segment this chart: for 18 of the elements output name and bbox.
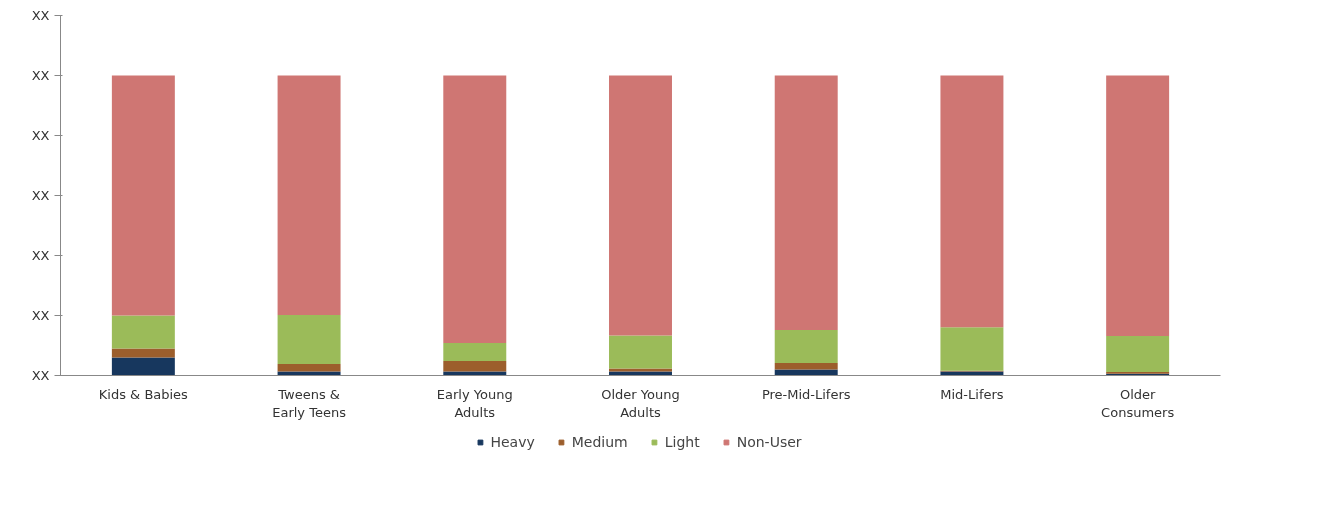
- text: XX: [31, 8, 50, 23]
- legend-label: Heavy: [490, 434, 535, 450]
- text: XX: [31, 188, 50, 203]
- x-tick-label: Mid-Lifers: [940, 386, 1004, 402]
- x-tick-label: Pre-Mid-Lifers: [761, 386, 851, 402]
- x-tick-label: Older Consumers: [1101, 386, 1175, 420]
- text: XX: [31, 368, 50, 383]
- legend-label: Medium: [571, 434, 628, 450]
- legend-label: Non-User: [736, 434, 802, 450]
- x-tick-label: Early Young Adults: [436, 386, 513, 420]
- legend-label: Light: [664, 434, 700, 450]
- text: XX: [31, 128, 50, 143]
- text: XX: [31, 68, 50, 83]
- text: XX: [31, 248, 50, 263]
- x-tick-label: Tweens & Early Teens: [272, 386, 347, 420]
- text: XX: [31, 308, 50, 323]
- x-tick-label: Kids & Babies: [98, 386, 189, 402]
- x-tick-label: Older Young Adults: [601, 386, 680, 420]
